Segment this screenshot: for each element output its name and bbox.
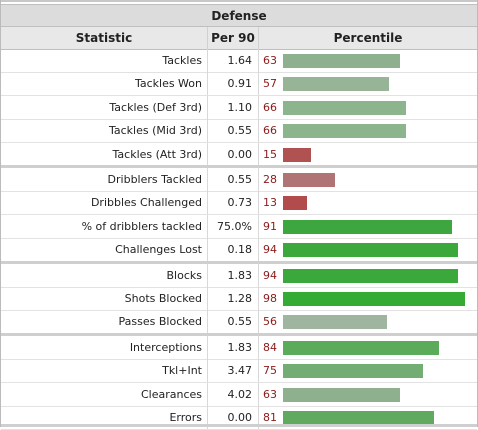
table-row: Tkl+Int 3.47 75: [1, 359, 477, 384]
percentile-bar: [283, 364, 423, 379]
group-separator: [1, 260, 477, 264]
percentile-number: 81: [263, 411, 277, 424]
percentile-bar: [283, 124, 406, 139]
percentile-number: 94: [263, 268, 277, 282]
stat-label: Interceptions: [1, 335, 208, 359]
percentile-number: 84: [263, 340, 277, 354]
percentile-bar: [283, 196, 307, 211]
percentile-number: 75: [263, 364, 277, 378]
stat-label: Tackles: [1, 49, 208, 72]
percentile-bar: [283, 268, 458, 283]
table-top-border: [1, 0, 477, 2]
per90-value: 1.10: [208, 95, 259, 119]
column-header-row: Statistic Per 90 Percentile: [1, 27, 477, 50]
per90-value: 0.91: [208, 72, 259, 96]
per90-value: 4.02: [208, 382, 259, 406]
stat-label: Blocks: [1, 263, 208, 287]
percentile-number: 66: [263, 124, 277, 138]
stat-label: Tackles Won: [1, 72, 208, 96]
percentile-bar: [283, 100, 406, 115]
stat-label: Clearances: [1, 382, 208, 406]
percentile-number: 56: [263, 315, 277, 329]
table-row: Passes Blocked 0.55 56: [1, 310, 477, 335]
stat-label: Tackles (Mid 3rd): [1, 119, 208, 143]
per90-value: 0.55: [208, 310, 259, 334]
stat-label: Tackles (Def 3rd): [1, 95, 208, 119]
per90-value: 1.83: [208, 263, 259, 287]
percentile-bar: [283, 411, 434, 425]
table-title: Defense: [1, 4, 477, 27]
table-row: Tackles Won 0.91 57: [1, 72, 477, 97]
per90-value: 0.18: [208, 238, 259, 262]
percentile-bar: [283, 243, 458, 258]
table-row: Tackles (Att 3rd) 0.00 15: [1, 142, 477, 167]
table-row: Shots Blocked 1.28 98: [1, 287, 477, 311]
stat-label: Dribblers Tackled: [1, 168, 208, 191]
per90-value: 0.73: [208, 191, 259, 215]
stat-label: Dribbles Challenged: [1, 191, 208, 215]
per90-value: 0.00: [208, 406, 259, 429]
percentile-number: 63: [263, 54, 277, 67]
percentile-bar: [283, 54, 400, 68]
percentile-bar: [283, 387, 400, 402]
percentile-number: 98: [263, 292, 277, 305]
percentile-number: 63: [263, 387, 277, 401]
per90-value: 0.55: [208, 168, 259, 191]
percentile-number: 66: [263, 100, 277, 114]
percentile-bar: [283, 173, 335, 187]
percentile-number: 28: [263, 173, 277, 186]
per90-value: 1.28: [208, 287, 259, 310]
percentile-bar: [283, 340, 439, 355]
group-separator: [1, 332, 477, 336]
percentile-bar: [283, 77, 389, 92]
percentile-bar: [283, 147, 311, 162]
stat-label: Tkl+Int: [1, 359, 208, 383]
stat-label: Passes Blocked: [1, 310, 208, 334]
percentile-bar: [283, 292, 465, 306]
percentile-bar: [283, 315, 387, 330]
stat-label: Errors: [1, 406, 208, 429]
per90-value: 75.0%: [208, 214, 259, 238]
stat-label: Challenges Lost: [1, 238, 208, 262]
percentile-number: 91: [263, 219, 277, 233]
table-row: Clearances 4.02 63: [1, 382, 477, 407]
per90-value: 0.55: [208, 119, 259, 143]
per90-value: 1.64: [208, 49, 259, 72]
table-row: Tackles 1.64 63: [1, 49, 477, 73]
column-header-statistic[interactable]: Statistic: [1, 27, 208, 49]
stat-label: Shots Blocked: [1, 287, 208, 310]
table-row: Dribbles Challenged 0.73 13: [1, 191, 477, 216]
per90-value: 3.47: [208, 359, 259, 383]
table-row: Dribblers Tackled 0.55 28: [1, 168, 477, 192]
group-separator: [1, 165, 477, 168]
percentile-number: 15: [263, 147, 277, 161]
percentile-number: 13: [263, 196, 277, 210]
table-row: Tackles (Mid 3rd) 0.55 66: [1, 119, 477, 144]
table-row: % of dribblers tackled 75.0% 91: [1, 214, 477, 239]
table-row: Tackles (Def 3rd) 1.10 66: [1, 95, 477, 120]
table-row: Blocks 1.83 94: [1, 263, 477, 288]
table-row: Interceptions 1.83 84: [1, 335, 477, 360]
percentile-number: 57: [263, 77, 277, 91]
stat-label: Tackles (Att 3rd): [1, 142, 208, 166]
stat-label: % of dribblers tackled: [1, 214, 208, 238]
column-header-per90[interactable]: Per 90: [208, 27, 259, 49]
table-bottom-border: [1, 424, 477, 427]
column-header-percentile[interactable]: Percentile: [333, 31, 403, 45]
percentile-bar: [283, 219, 452, 234]
per90-value: 1.83: [208, 335, 259, 359]
percentile-number: 94: [263, 243, 277, 257]
per90-value: 0.00: [208, 142, 259, 166]
table-row: Challenges Lost 0.18 94: [1, 238, 477, 263]
